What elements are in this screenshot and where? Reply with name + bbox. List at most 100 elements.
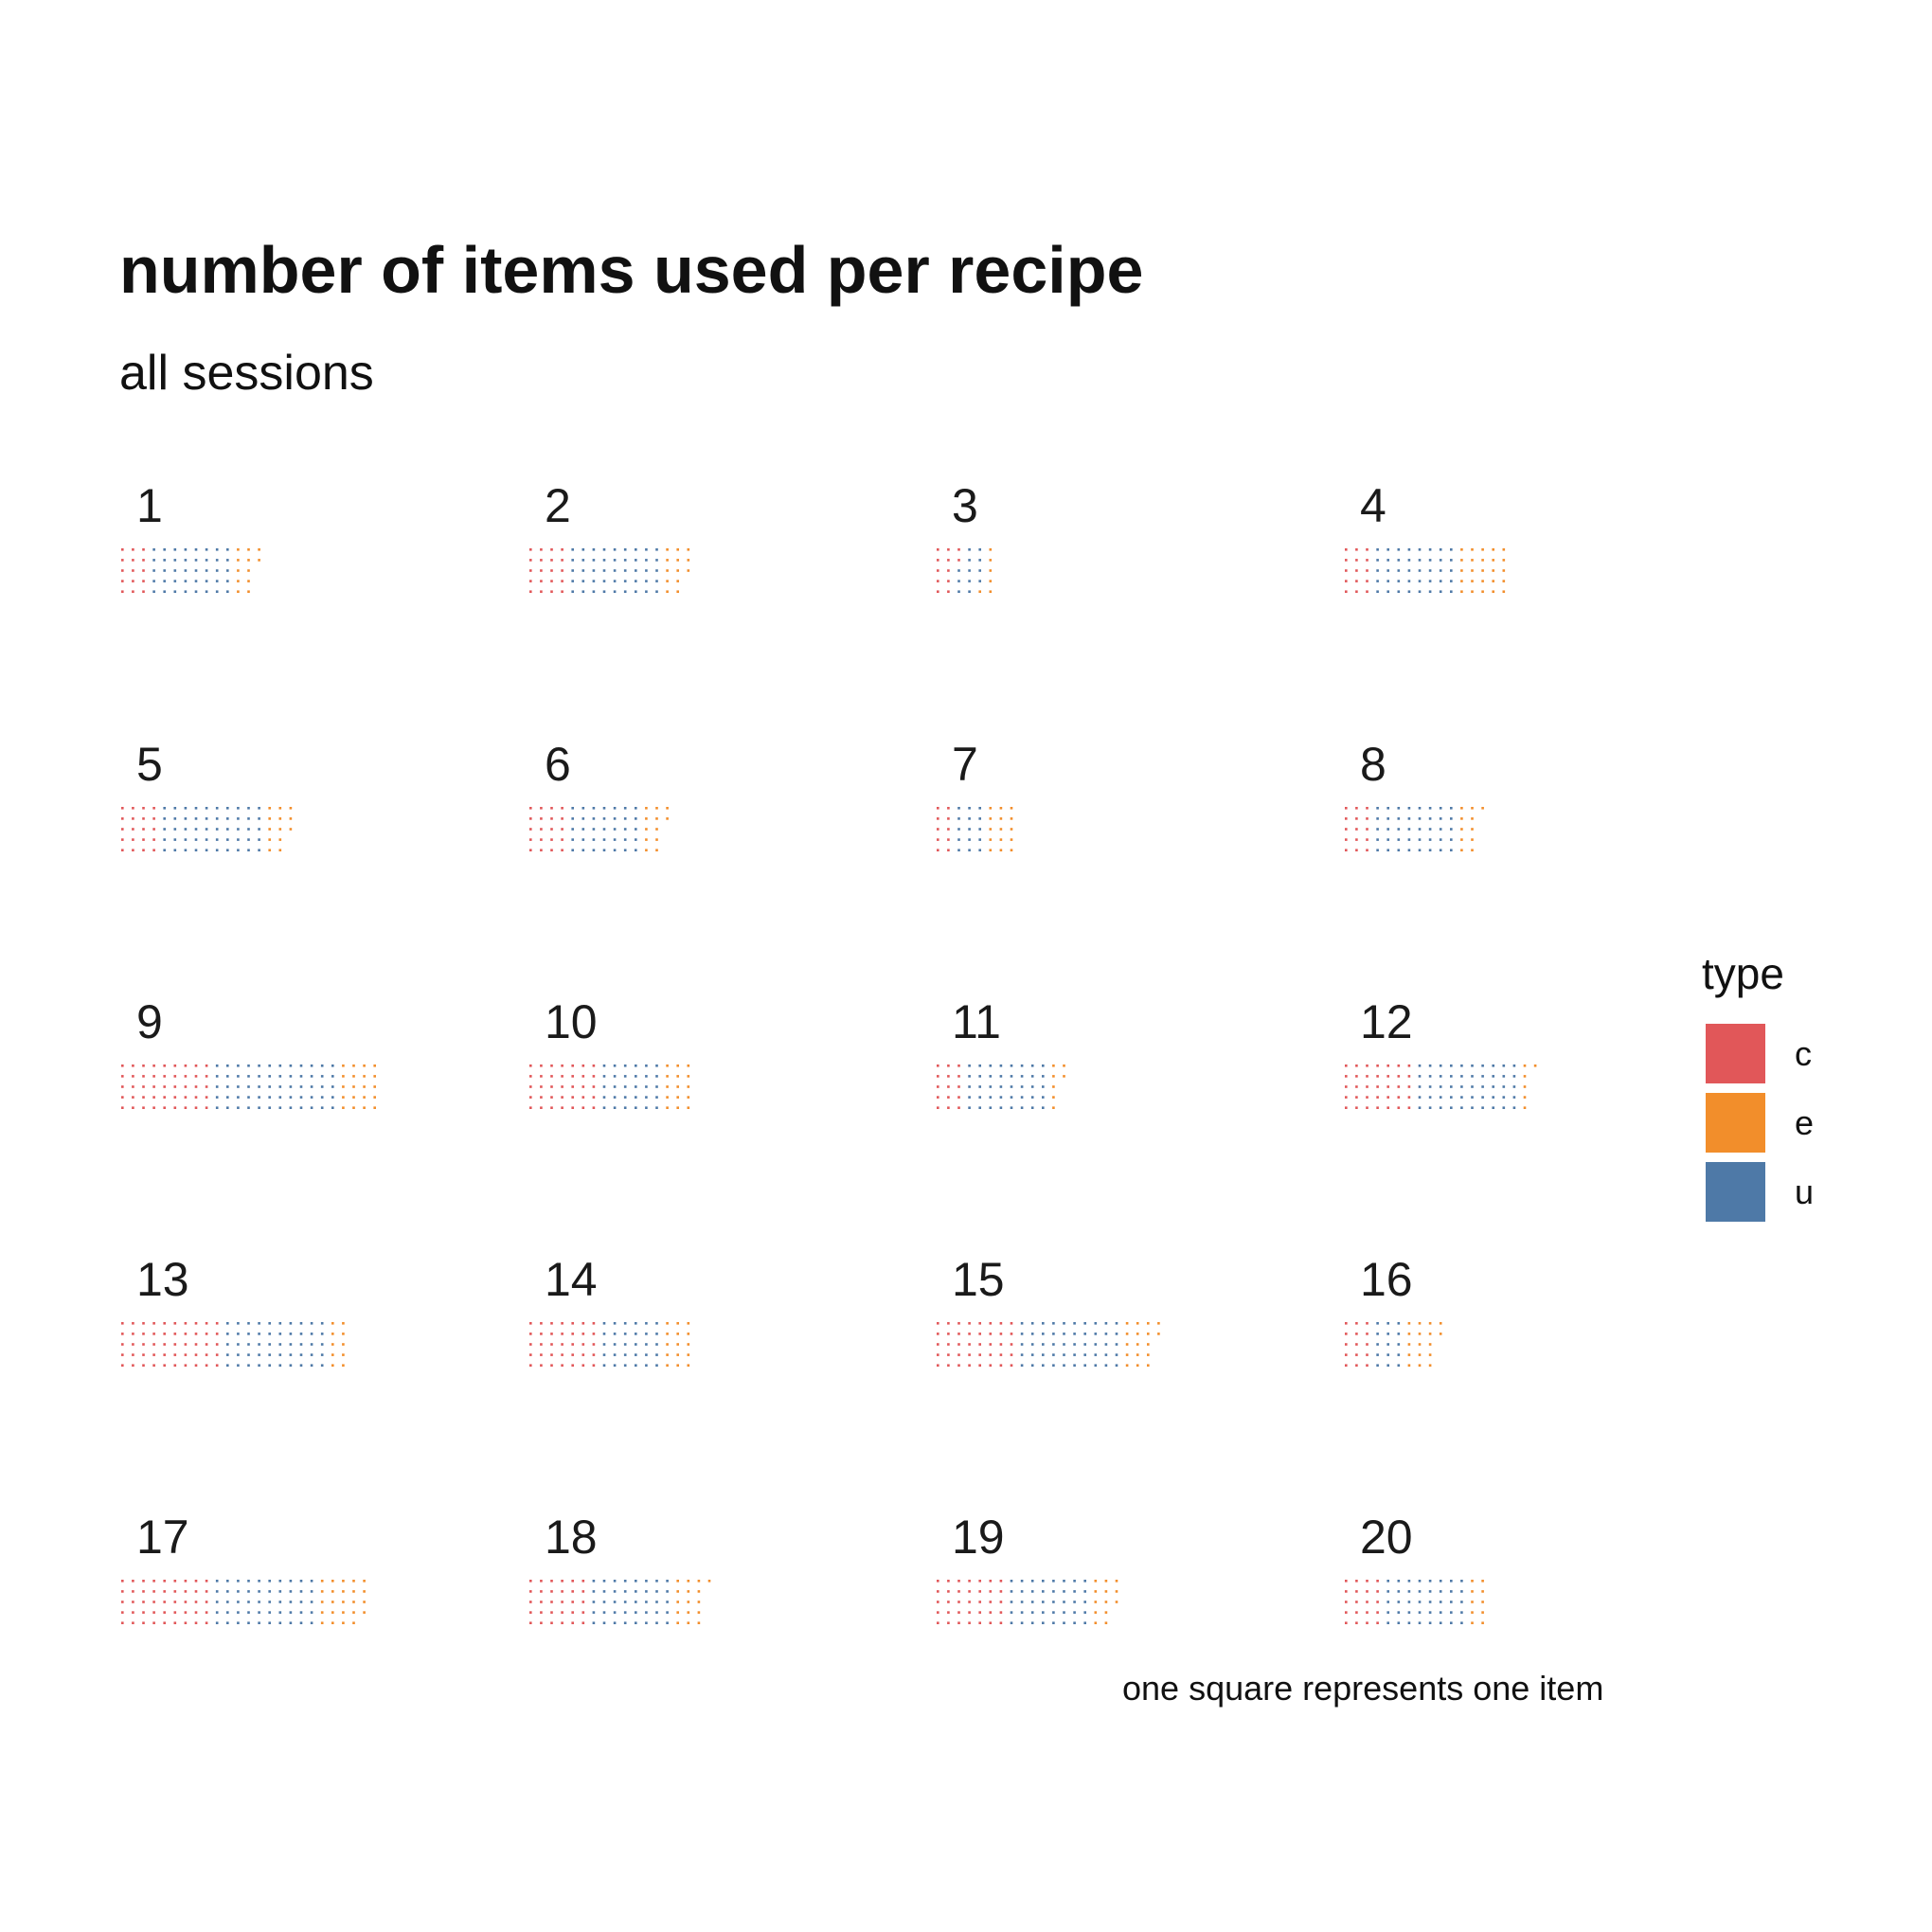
square-e	[666, 1064, 669, 1067]
square-u	[1428, 1064, 1432, 1067]
square-u	[645, 1353, 648, 1356]
square-c	[1355, 580, 1358, 582]
square-u	[215, 1580, 219, 1583]
square-u	[194, 849, 198, 851]
square-u	[623, 548, 627, 551]
square-u	[226, 807, 229, 810]
square-u	[278, 1590, 282, 1593]
square-c	[540, 1333, 543, 1335]
square-u	[163, 559, 166, 562]
square-c	[184, 1322, 188, 1325]
square-e	[342, 1075, 345, 1078]
square-e	[1147, 1364, 1150, 1367]
square-u	[1073, 1322, 1076, 1325]
square-e	[342, 1064, 345, 1067]
square-c	[163, 1601, 166, 1603]
square-c	[947, 590, 950, 593]
square-u	[968, 1085, 971, 1088]
square-c	[957, 1333, 960, 1335]
square-u	[571, 580, 574, 582]
square-u	[1063, 1601, 1065, 1603]
square-e	[676, 1611, 679, 1614]
square-e	[342, 1085, 345, 1088]
square-e	[1471, 1580, 1474, 1583]
square-e	[666, 590, 669, 593]
square-u	[1450, 1580, 1453, 1583]
square-c	[1355, 1590, 1358, 1593]
square-c	[1397, 1075, 1401, 1078]
square-c	[1010, 1333, 1013, 1335]
square-c	[957, 1322, 960, 1325]
square-c	[142, 1106, 145, 1109]
square-u	[1418, 1075, 1422, 1078]
square-e	[1471, 817, 1474, 820]
square-u	[1115, 1364, 1118, 1367]
square-u	[999, 1106, 1003, 1109]
square-c	[947, 1353, 950, 1356]
square-c	[121, 580, 124, 582]
square-u	[1010, 1621, 1013, 1624]
square-u	[571, 817, 574, 820]
square-u	[623, 1364, 627, 1367]
square-u	[173, 828, 177, 831]
square-u	[1104, 1333, 1108, 1335]
square-c	[1366, 1580, 1368, 1583]
square-c	[142, 1333, 145, 1335]
square-u	[310, 1085, 313, 1088]
square-e	[645, 807, 648, 810]
square-u	[1030, 1333, 1034, 1335]
square-c	[1345, 590, 1348, 593]
square-c	[1345, 569, 1348, 572]
square-u	[1481, 1096, 1484, 1099]
square-e	[707, 1580, 711, 1583]
square-u	[645, 1611, 648, 1614]
square-u	[968, 817, 971, 820]
square-c	[550, 838, 553, 841]
square-c	[957, 1075, 960, 1078]
square-c	[1366, 569, 1368, 572]
square-u	[1418, 838, 1422, 841]
square-e	[1471, 580, 1474, 582]
square-u	[289, 1064, 293, 1067]
square-u	[268, 1064, 271, 1067]
square-u	[957, 807, 960, 810]
square-c	[581, 1364, 585, 1367]
square-c	[121, 1601, 124, 1603]
square-c	[540, 590, 543, 593]
square-u	[1073, 1343, 1076, 1346]
square-c	[173, 1322, 177, 1325]
square-c	[1366, 1364, 1368, 1367]
square-c	[561, 807, 564, 810]
square-u	[1481, 1064, 1484, 1067]
square-c	[205, 1106, 208, 1109]
square-u	[1418, 1106, 1422, 1109]
square-c	[540, 817, 543, 820]
square-u	[1386, 548, 1389, 551]
square-c	[194, 1353, 198, 1356]
panel-17: 17	[121, 1511, 366, 1624]
square-u	[320, 1096, 324, 1099]
square-u	[655, 548, 658, 551]
square-c	[968, 1621, 971, 1624]
square-c	[205, 1590, 208, 1593]
square-u	[1450, 1075, 1453, 1078]
square-c	[121, 1343, 124, 1346]
square-c	[1355, 1621, 1358, 1624]
square-u	[623, 838, 627, 841]
square-c	[121, 548, 124, 551]
square-u	[1083, 1364, 1086, 1367]
square-u	[592, 817, 596, 820]
square-e	[1147, 1322, 1150, 1325]
square-u	[289, 1085, 293, 1088]
square-e	[363, 1601, 366, 1603]
square-u	[268, 1364, 271, 1367]
square-c	[561, 1601, 564, 1603]
square-c	[1345, 1333, 1348, 1335]
square-e	[237, 590, 240, 593]
square-c	[173, 1601, 177, 1603]
square-u	[1010, 1611, 1013, 1614]
square-c	[173, 1085, 177, 1088]
square-e	[687, 548, 690, 551]
square-u	[978, 548, 981, 551]
square-e	[676, 1096, 679, 1099]
